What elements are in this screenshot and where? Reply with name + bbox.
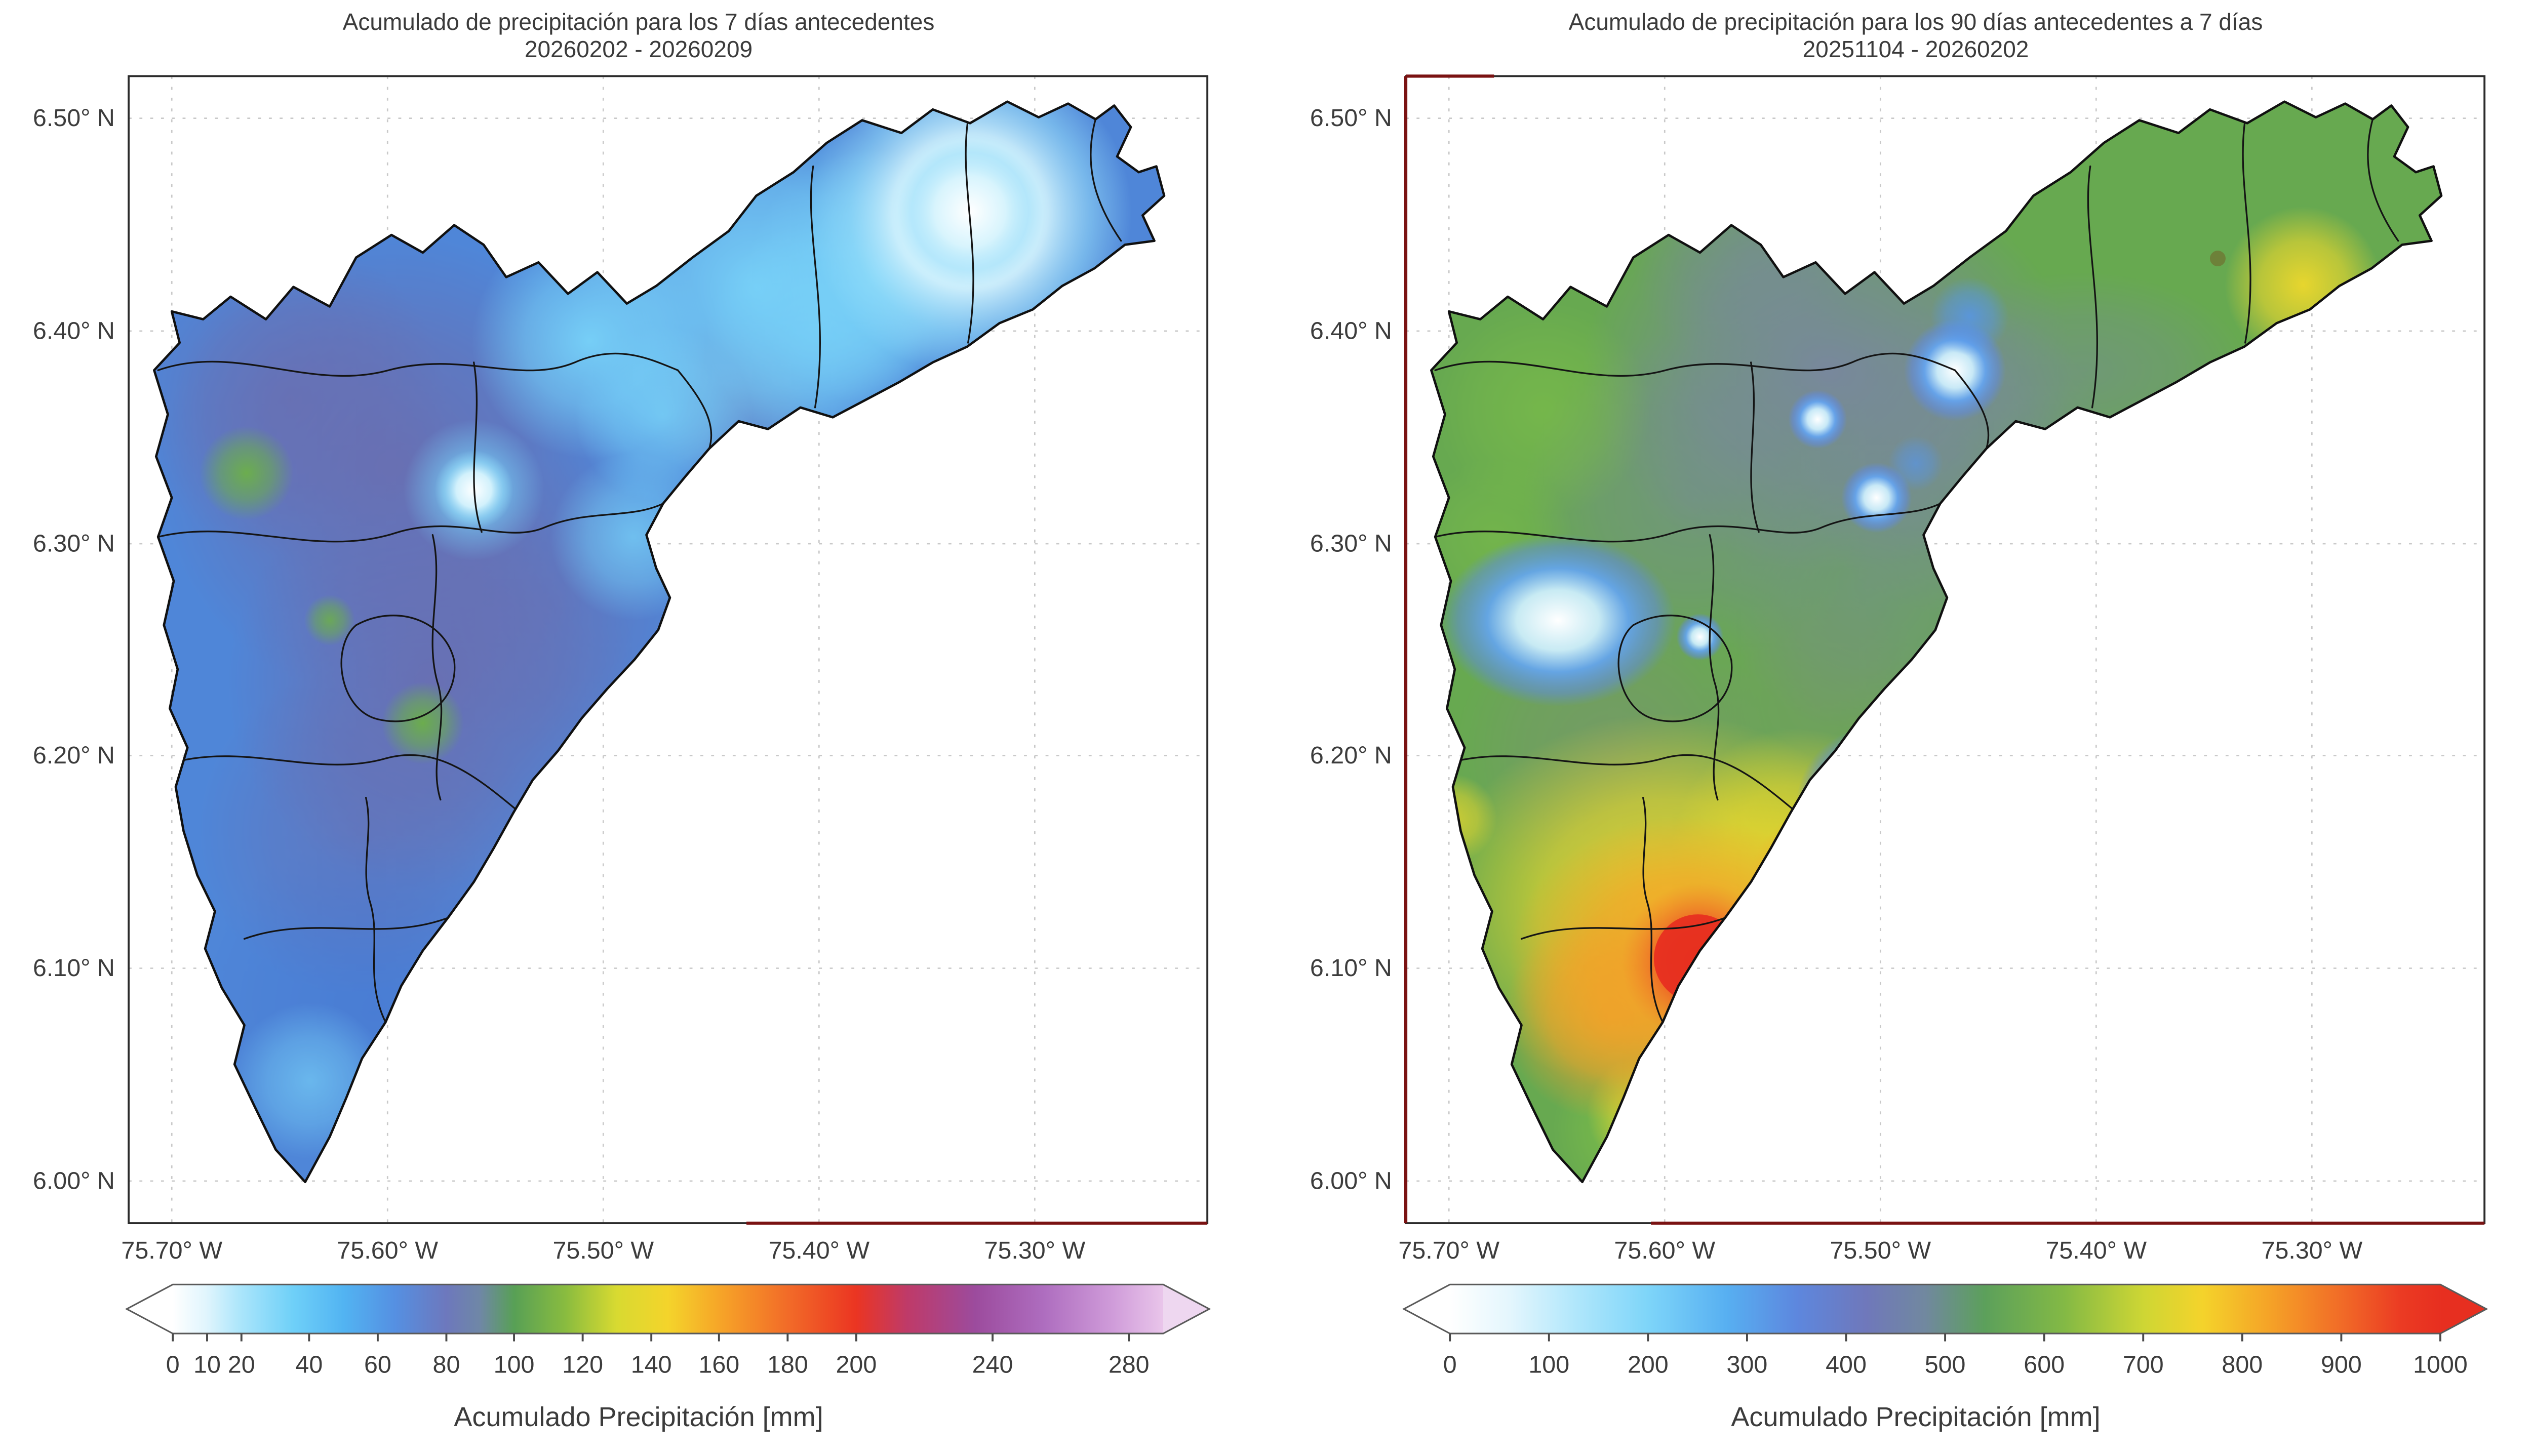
y-tick-label: 6.30° N xyxy=(1310,530,1392,557)
plot-frame xyxy=(128,74,1209,1224)
colorbar-tick-label: 120 xyxy=(562,1351,603,1379)
colorbar-tick-label: 180 xyxy=(767,1351,808,1379)
y-tick-label: 6.50° N xyxy=(33,104,115,132)
y-tick-label: 6.10° N xyxy=(1310,954,1392,982)
x-tick-label: 75.70° W xyxy=(121,1236,222,1264)
colorbar-tick-label: 1000 xyxy=(2413,1351,2468,1379)
x-tick-label: 75.60° W xyxy=(1614,1236,1715,1264)
colorbar-tick-label: 240 xyxy=(972,1351,1013,1379)
colorbar-tick-label: 20 xyxy=(228,1351,255,1379)
panel-subtitle: 20260202 - 20260209 xyxy=(524,36,753,63)
map-90-days xyxy=(1406,76,2484,1223)
colorbar-over-arrow xyxy=(2440,1284,2486,1334)
colorbar-gradient xyxy=(173,1284,1163,1334)
y-tick-label: 6.40° N xyxy=(33,317,115,344)
map-7-days xyxy=(129,66,1207,1223)
colorbar-tick-label: 10 xyxy=(193,1351,221,1379)
colorbar-tick-label: 0 xyxy=(1443,1351,1457,1379)
colorbar-tick-label: 500 xyxy=(1925,1351,1966,1379)
map-plot-7-days: 6.50° N 6.40° N 6.30° N 6.20° N 6.10° N … xyxy=(33,66,1209,1264)
panel-7-days: Acumulado de precipitación para los 7 dí… xyxy=(33,8,1211,1433)
colorbar-under-arrow xyxy=(1404,1284,1450,1334)
colorbar-tick-label: 80 xyxy=(433,1351,460,1379)
x-axis-ticks: 75.70° W 75.60° W 75.50° W 75.40° W 75.3… xyxy=(121,1236,1085,1264)
colorbar-over-arrow xyxy=(1163,1284,1209,1334)
precipitation-field-7-days xyxy=(154,101,1164,1182)
panel-90-days: Acumulado de precipitación para los 90 d… xyxy=(1277,0,2532,1456)
colorbar-tick-label: 800 xyxy=(2222,1351,2263,1379)
colorbar-outline xyxy=(1402,1284,2488,1335)
panel-7-days-titles: Acumulado de precipitación para los 7 dí… xyxy=(343,8,935,63)
panel-title: Acumulado de precipitación para los 90 d… xyxy=(1568,9,2263,35)
colorbar-tick-label: 280 xyxy=(1109,1351,1150,1379)
colorbar-tick-label: 200 xyxy=(836,1351,877,1379)
y-tick-label: 6.20° N xyxy=(1310,741,1392,769)
y-tick-label: 6.10° N xyxy=(33,954,115,982)
colorbar-tick-label: 160 xyxy=(698,1351,739,1379)
y-tick-label: 6.20° N xyxy=(33,741,115,769)
y-tick-label: 6.00° N xyxy=(1310,1167,1392,1194)
x-tick-label: 75.40° W xyxy=(2045,1236,2147,1264)
colorbar-ticks: 0 100 200 300 400 500 600 700 800 900 10… xyxy=(1443,1333,2468,1379)
colorbar-tick-label: 200 xyxy=(1628,1351,1669,1379)
y-axis-ticks: 6.50° N 6.40° N 6.30° N 6.20° N 6.10° N … xyxy=(1310,104,1392,1194)
x-tick-label: 75.50° W xyxy=(1830,1236,1931,1264)
y-tick-label: 6.40° N xyxy=(1310,317,1392,344)
municipality-boundaries xyxy=(1434,118,2399,1023)
colorbar-tick-label: 100 xyxy=(1528,1351,1569,1379)
colorbar-ticks: 0 10 20 40 60 80 100 120 140 160 180 200… xyxy=(166,1333,1150,1379)
colorbar-tick-label: 100 xyxy=(494,1351,535,1379)
municipality-boundaries xyxy=(157,118,1122,1023)
x-tick-label: 75.30° W xyxy=(2262,1236,2363,1264)
colorbar-label: Acumulado Precipitación [mm] xyxy=(454,1402,823,1433)
colorbar-tick-label: 0 xyxy=(166,1351,180,1379)
colorbar-under-arrow xyxy=(127,1284,173,1334)
colorbar-tick-label: 900 xyxy=(2321,1351,2362,1379)
x-tick-label: 75.60° W xyxy=(337,1236,438,1264)
x-tick-label: 75.50° W xyxy=(552,1236,654,1264)
colorbar-tick-label: 60 xyxy=(364,1351,391,1379)
map-plot-90-days: 6.50° N 6.40° N 6.30° N 6.20° N 6.10° N … xyxy=(1310,74,2486,1264)
colorbar-tick-label: 600 xyxy=(2024,1351,2065,1379)
y-axis-ticks: 6.50° N 6.40° N 6.30° N 6.20° N 6.10° N … xyxy=(33,104,115,1194)
y-tick-label: 6.00° N xyxy=(33,1167,115,1194)
panel-90-days-titles: Acumulado de precipitación para los 90 d… xyxy=(1569,8,2263,63)
panel-subtitle: 20251104 - 20260202 xyxy=(1802,36,2029,63)
precipitation-field-90-days xyxy=(1431,101,2441,1182)
x-axis-ticks: 75.70° W 75.60° W 75.50° W 75.40° W 75.3… xyxy=(1398,1236,2362,1264)
colorbar-tick-label: 40 xyxy=(295,1351,323,1379)
colorbar-tick-label: 400 xyxy=(1826,1351,1867,1379)
panel-title: Acumulado de precipitación para los 7 dí… xyxy=(342,9,935,35)
colorbar-outline xyxy=(125,1284,1211,1335)
x-tick-label: 75.40° W xyxy=(768,1236,869,1264)
colorbar-90-days: 0 100 200 300 400 500 600 700 800 900 10… xyxy=(1402,1284,2488,1379)
y-tick-label: 6.30° N xyxy=(33,530,115,557)
x-tick-label: 75.70° W xyxy=(1398,1236,1499,1264)
colorbar-label: Acumulado Precipitación [mm] xyxy=(1731,1402,2101,1433)
colorbar-7-days: 0 10 20 40 60 80 100 120 140 160 180 200… xyxy=(125,1284,1211,1379)
colorbar-tick-label: 140 xyxy=(631,1351,672,1379)
x-tick-label: 75.30° W xyxy=(984,1236,1086,1264)
y-tick-label: 6.50° N xyxy=(1310,104,1392,132)
colorbar-gradient xyxy=(1450,1284,2440,1334)
colorbar-tick-label: 300 xyxy=(1727,1351,1768,1379)
colorbar-tick-label: 700 xyxy=(2123,1351,2164,1379)
